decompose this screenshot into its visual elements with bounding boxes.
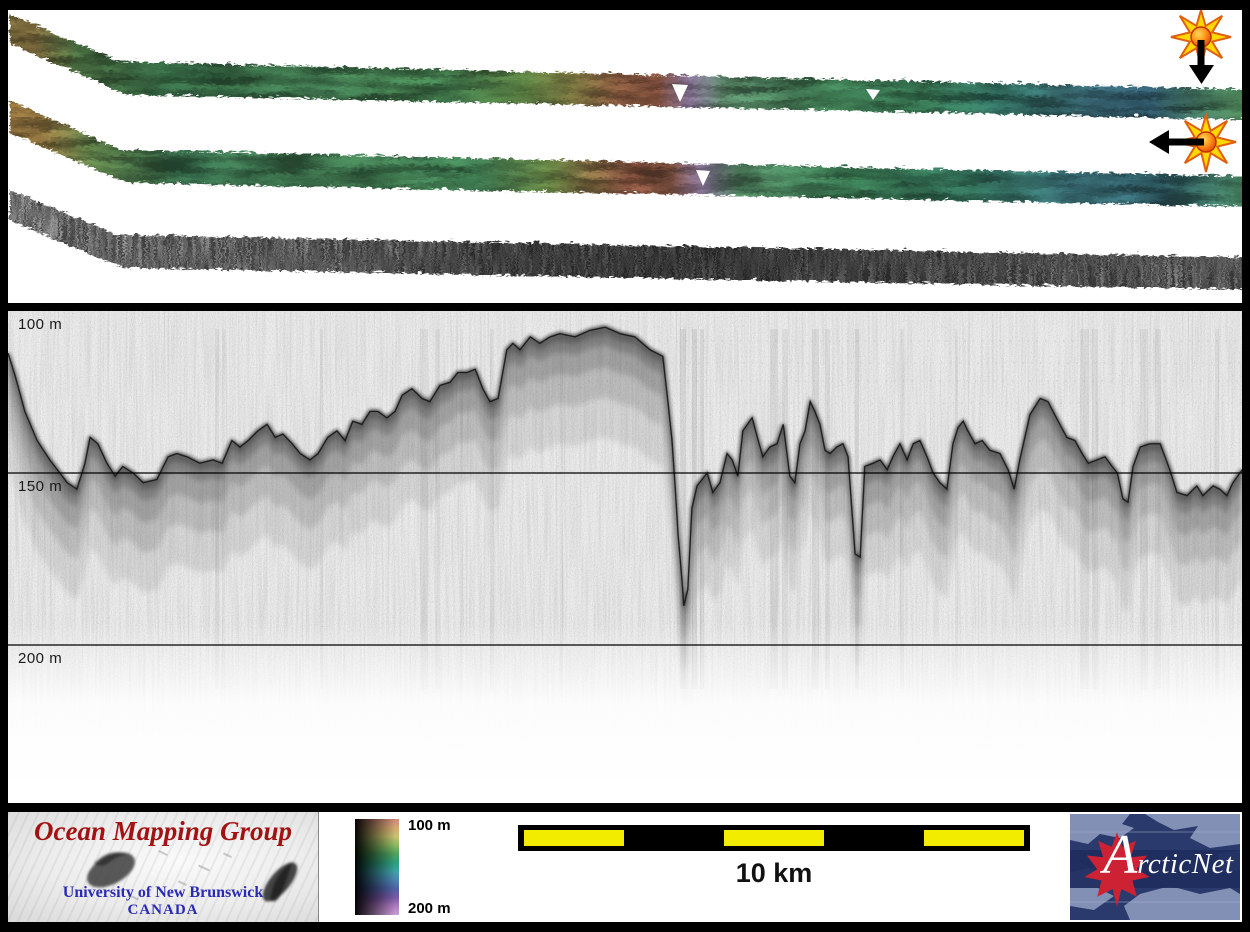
scale-bar-segment [924, 830, 1024, 846]
depth-colorbar-legend: 100 m 200 m [355, 817, 485, 917]
depth-label-150m: 150 m [18, 478, 63, 495]
scale-bar-segment [724, 830, 824, 846]
depth-colorbar-shading [355, 819, 399, 915]
omg-university-line: University of New Brunswick [62, 884, 264, 901]
sun-illumination-left-icon [1149, 111, 1237, 173]
multibeam-swath-line-1 [8, 12, 1242, 118]
depth-label-100m: 100 m [18, 316, 63, 333]
sun-illumination-down-icon [1170, 10, 1232, 84]
depth-label-200m: 200 m [18, 650, 63, 667]
swath-data-gaps [672, 84, 880, 186]
echo-noise-bands [8, 340, 1242, 404]
omg-title: Ocean Mapping Group [33, 816, 293, 846]
arcticnet-rest: rcticNet [1137, 848, 1234, 880]
footer-bar: Ocean Mapping Group University of New Br… [8, 812, 1242, 922]
omg-canada-line: CANADA [127, 902, 199, 918]
scale-bar-segment [524, 830, 624, 846]
seafloor-echo-shading [8, 327, 1242, 716]
arcticnet-artwork [1070, 814, 1240, 920]
arcticnet-logo: ArcticNet [1068, 812, 1242, 922]
swath-mosaic [8, 10, 1242, 288]
scale-bar-segment [824, 830, 924, 846]
echogram [8, 311, 1242, 803]
arcticnet-initial: A [1103, 824, 1138, 886]
echo-fade-out [8, 623, 1242, 803]
map-scale-bar [518, 825, 1030, 851]
arcticnet-logo-inner: ArcticNet [1070, 814, 1240, 920]
arcticnet-wordmark: ArcticNet [1103, 827, 1234, 883]
ocean-mapping-group-logo: Ocean Mapping Group University of New Br… [8, 812, 319, 922]
echogram-panel: 100 m 150 m 200 m [8, 311, 1242, 803]
swath-mosaic-panel [8, 10, 1242, 303]
seafloor-trace [8, 326, 1242, 606]
maple-leaf-icon [1084, 832, 1150, 908]
omg-logo-artwork [87, 849, 298, 902]
colorbar-label-100m: 100 m [408, 817, 451, 834]
scale-bar-segment [624, 830, 724, 846]
colorbar-label-200m: 200 m [408, 900, 451, 917]
scale-bar-label: 10 km [735, 858, 813, 888]
